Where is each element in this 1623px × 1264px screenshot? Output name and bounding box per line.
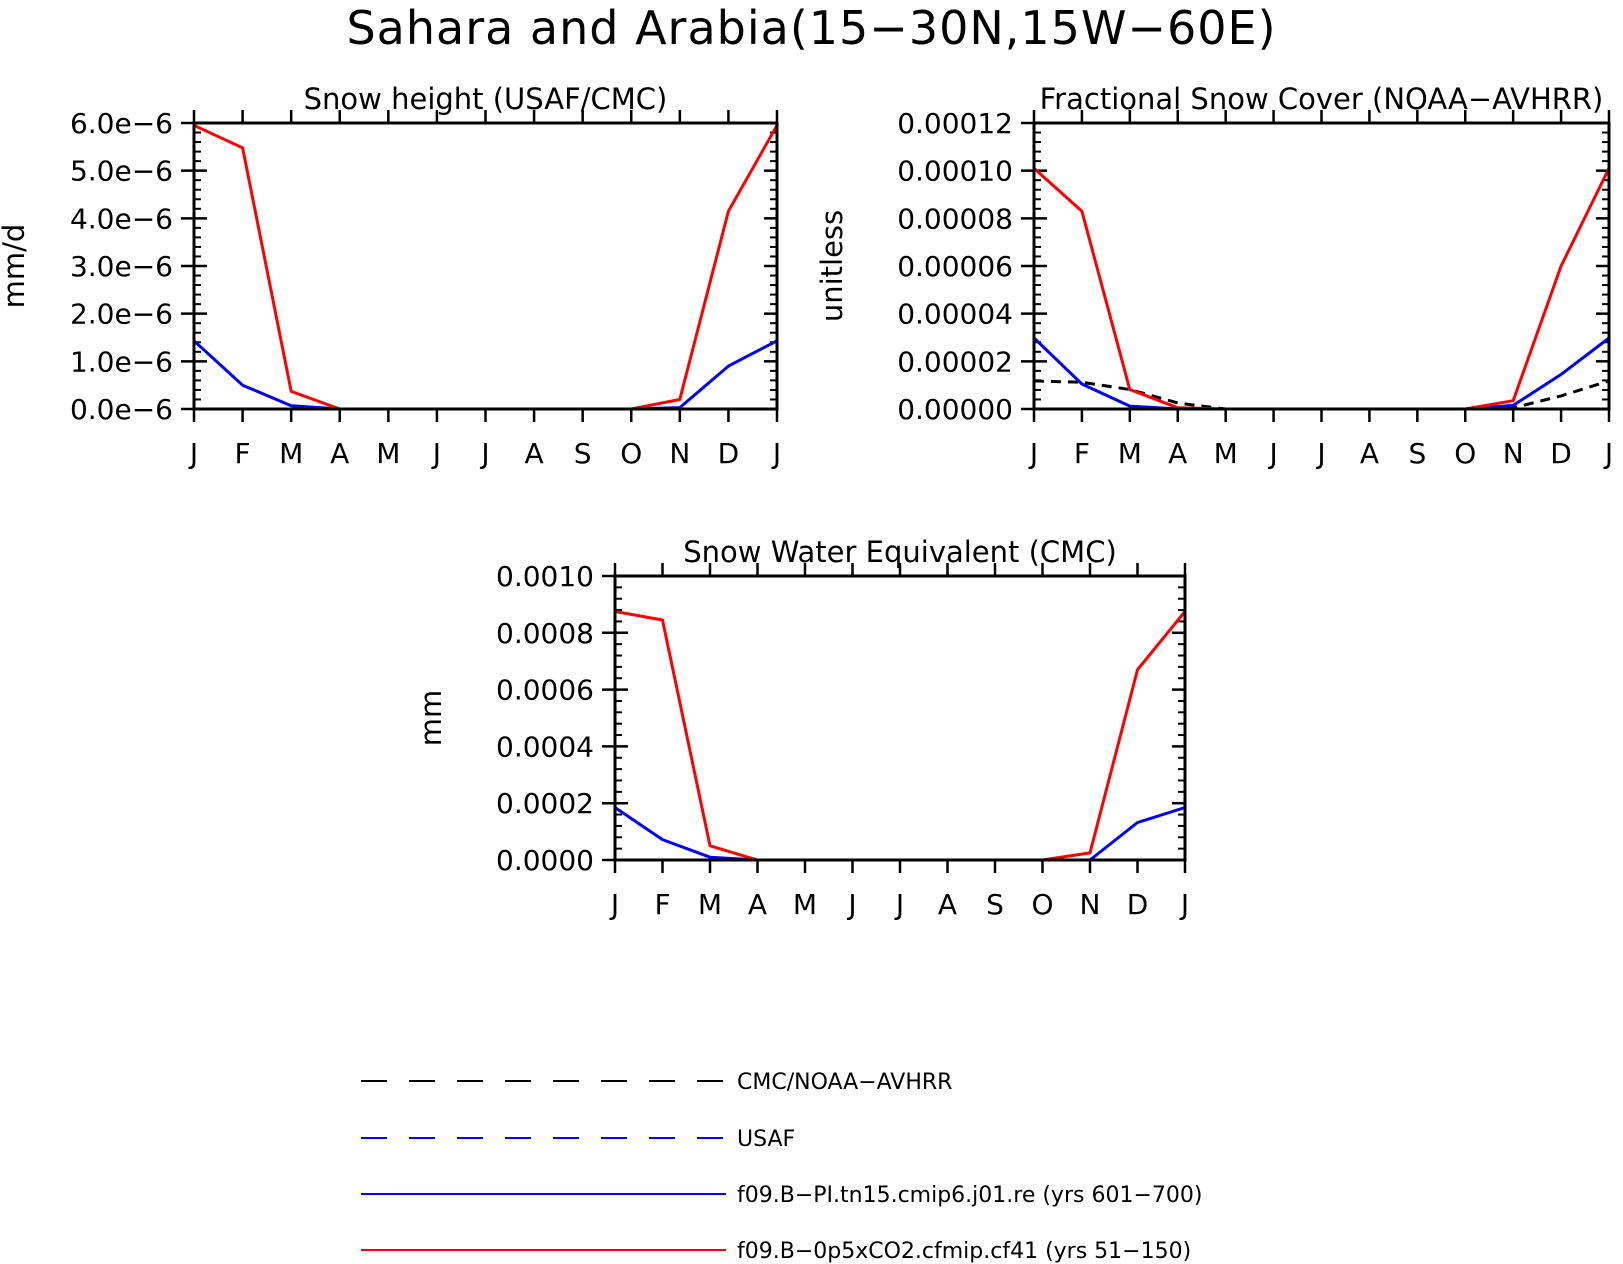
x-tick-label: S: [986, 888, 1004, 921]
x-tick-label: O: [1031, 888, 1053, 921]
x-tick-label: O: [1454, 437, 1476, 470]
y-tick-label: 0.00004: [897, 298, 1013, 331]
x-tick-label: N: [669, 437, 690, 470]
y-axis-label: mm: [414, 690, 448, 747]
x-tick-label: N: [1080, 888, 1101, 921]
y-tick-label: 2.0e−6: [70, 298, 173, 331]
series-line-co2: [614, 610, 1187, 862]
x-tick-label: J: [1603, 437, 1613, 470]
x-tick-label: A: [330, 437, 349, 470]
figure-title: Sahara and Arabia(15−30N,15W−60E): [346, 1, 1277, 55]
x-tick-label: F: [654, 888, 670, 921]
y-tick-label: 5.0e−6: [70, 155, 173, 188]
x-tick-label: J: [431, 437, 441, 470]
x-tick-label: J: [1315, 437, 1325, 470]
y-tick-label: 3.0e−6: [70, 250, 173, 283]
legend-label: USAF: [737, 1127, 795, 1152]
x-tick-label: M: [1214, 437, 1238, 470]
y-tick-label: 0.0008: [496, 617, 594, 650]
x-tick-label: S: [574, 437, 592, 470]
y-tick-label: 0.00008: [897, 202, 1013, 235]
x-tick-label: A: [748, 888, 767, 921]
plot-frame: [613, 574, 1187, 862]
series-line-obs: [1033, 379, 1610, 411]
y-tick-label: 0.00000: [897, 393, 1013, 426]
series-line-pi: [192, 339, 778, 411]
plot-frame: [1032, 121, 1611, 411]
legend-label: f09.B−0p5xCO2.cfmip.cf41 (yrs 51−150): [737, 1239, 1191, 1264]
y-axis-label: unitless: [815, 210, 849, 322]
y-tick-label: 0.00010: [897, 155, 1013, 188]
x-tick-label: J: [894, 888, 904, 921]
y-tick-label: 0.0e−6: [70, 393, 173, 426]
y-tick-label: 0.00006: [897, 250, 1013, 283]
x-tick-label: J: [1267, 437, 1277, 470]
y-tick-label: 0.0006: [496, 674, 594, 707]
x-tick-label: A: [938, 888, 957, 921]
y-axis-label: mm/d: [0, 224, 31, 309]
x-tick-label: O: [620, 437, 642, 470]
x-tick-label: D: [1127, 888, 1149, 921]
x-tick-label: S: [1408, 437, 1426, 470]
x-tick-label: A: [1168, 437, 1187, 470]
series-line-co2: [193, 124, 779, 411]
legend-label: CMC/NOAA−AVHRR: [737, 1070, 952, 1095]
x-tick-label: M: [376, 437, 400, 470]
y-tick-label: 0.0002: [496, 787, 594, 820]
series-line-co2: [1032, 167, 1611, 411]
x-tick-label: D: [1550, 437, 1572, 470]
x-tick-label: J: [846, 888, 856, 921]
chart-panel-1: Snow height (USAF/CMC)mm/d0.0e−61.0e−62.…: [0, 82, 781, 470]
x-tick-label: M: [1118, 437, 1142, 470]
plot-frame: [192, 121, 779, 411]
chart-panel-3: Snow Water Equivalent (CMC)mm0.00000.000…: [414, 535, 1189, 921]
x-tick-label: F: [235, 437, 251, 470]
y-tick-label: 0.00002: [897, 345, 1013, 378]
x-tick-label: J: [479, 437, 489, 470]
legend-label: f09.B−PI.tn15.cmip6.j01.re (yrs 601−700): [737, 1183, 1202, 1208]
x-tick-label: J: [188, 437, 198, 470]
y-tick-label: 0.0010: [496, 560, 594, 593]
y-tick-label: 6.0e−6: [70, 107, 173, 140]
x-tick-label: J: [771, 437, 781, 470]
y-tick-label: 0.0000: [496, 844, 594, 877]
x-tick-label: A: [525, 437, 544, 470]
chart-panel-2: Fractional Snow Cover (NOAA−AVHRR)unitle…: [815, 82, 1613, 470]
x-tick-label: M: [698, 888, 722, 921]
y-tick-label: 4.0e−6: [70, 202, 173, 235]
x-tick-label: M: [279, 437, 303, 470]
x-tick-label: A: [1360, 437, 1379, 470]
x-tick-label: J: [609, 888, 619, 921]
y-tick-label: 1.0e−6: [70, 345, 173, 378]
x-tick-label: F: [1074, 437, 1090, 470]
y-tick-label: 0.0004: [496, 730, 594, 763]
x-tick-label: D: [718, 437, 740, 470]
x-tick-label: J: [1179, 888, 1189, 921]
legend: CMC/NOAA−AVHRR USAF f09.B−PI.tn15.cmip6.j0…: [361, 1070, 1202, 1264]
x-tick-label: J: [1028, 437, 1038, 470]
x-tick-label: M: [793, 888, 817, 921]
x-tick-label: N: [1503, 437, 1524, 470]
y-tick-label: 0.00012: [897, 107, 1013, 140]
